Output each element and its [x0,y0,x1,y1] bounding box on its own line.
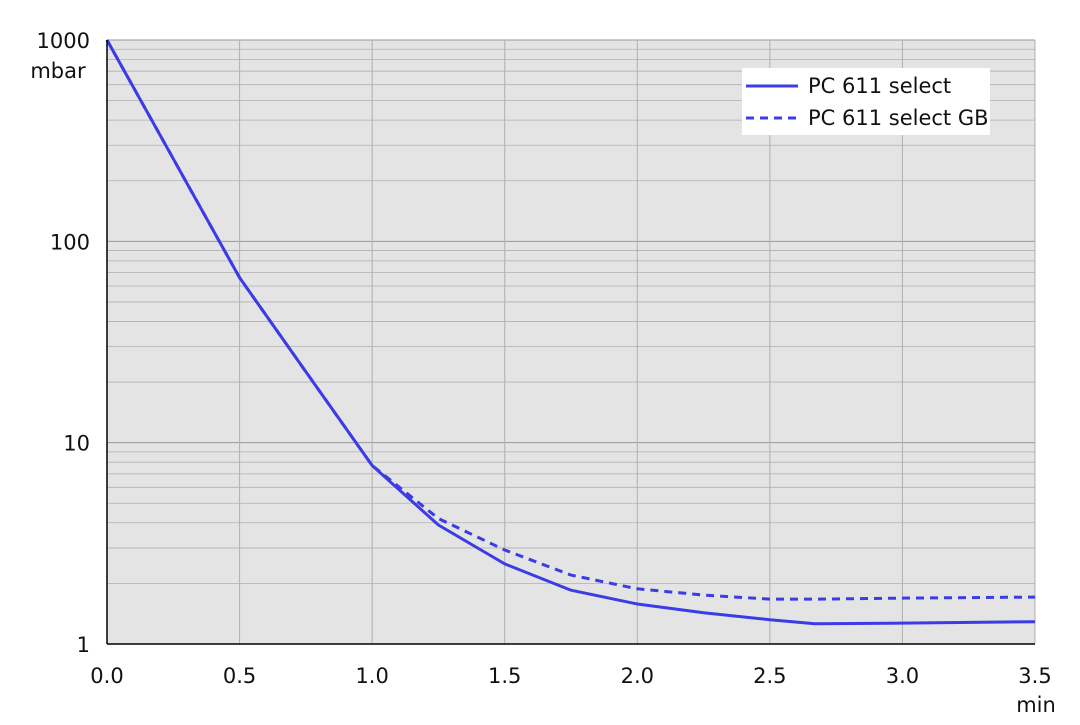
lines [105,39,1036,626]
y-axis-label: mbar [30,59,86,83]
x-tick-label: 2.5 [753,664,786,688]
series-line [105,39,1036,626]
x-tick-label: 1.5 [488,664,521,688]
x-axis-label: min [1016,693,1056,717]
series-line [105,39,1036,601]
x-tick-label: 3.5 [1018,664,1051,688]
x-tick-label: 3.0 [886,664,919,688]
legend-label: PC 611 select [808,74,951,98]
y-tick-label: 10 [63,432,90,456]
x-tick-label: 1.0 [355,664,388,688]
x-tick-label: 0.0 [90,664,123,688]
y-tick-label: 1 [77,633,90,657]
plot-area [107,40,1035,644]
y-tick-label: 1000 [37,29,90,53]
legend: PC 611 select PC 611 select GB [746,74,989,130]
legend-box [742,68,990,135]
x-tick-label: 2.0 [621,664,654,688]
y-tick-label: 100 [50,230,90,254]
x-tick-label: 0.5 [223,664,256,688]
legend-label: PC 611 select GB [808,106,989,130]
